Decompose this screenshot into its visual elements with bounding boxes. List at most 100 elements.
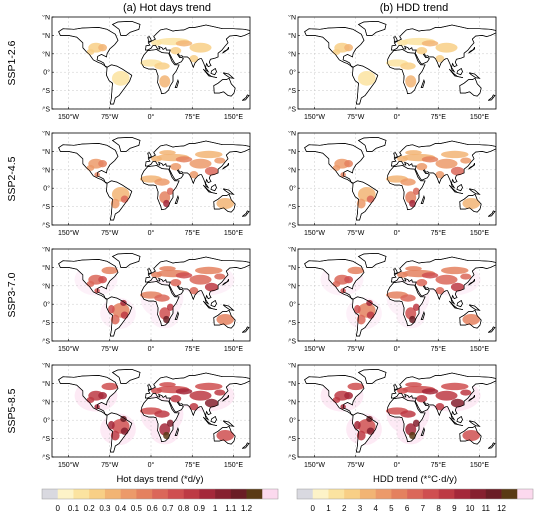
scenario-label: SSP1-2.6 <box>6 40 18 86</box>
colorbar-tick-label: 3 <box>358 504 363 513</box>
colorbar-tick-label: 0.9 <box>194 504 206 513</box>
colorbar-tick-label: 0 <box>56 504 61 513</box>
colorbar-tick-label: 0.1 <box>68 504 80 513</box>
hot-days-colorbar-title: Hot days trend (*d/y) <box>116 474 204 485</box>
lat-tick-label: 0° <box>289 301 296 309</box>
colorbar-tick-label: 9 <box>452 504 457 513</box>
colorbar-swatch <box>344 489 361 499</box>
colorbar-tick-label: 5 <box>389 504 394 513</box>
colorbar-tick-label: 1 <box>326 504 331 513</box>
lon-tick-label: 75°E <box>431 229 447 237</box>
hdd-colorbar-title: HDD trend (*°C·d/y) <box>372 474 458 485</box>
colorbar-tick-label: 8 <box>436 504 441 513</box>
lat-tick-label: 0° <box>43 69 50 77</box>
colorbar-swatch <box>246 489 263 499</box>
lat-tick-label: 60°N <box>288 264 296 272</box>
lon-tick-label: 75°E <box>431 345 447 353</box>
colorbar-tick-label: 2 <box>342 504 347 513</box>
lat-tick-label: 90°N <box>42 15 50 22</box>
colorbar-tick-label: 1.1 <box>225 504 237 513</box>
colorbar-swatch <box>104 489 121 499</box>
lat-tick-label: 60°N <box>42 148 50 156</box>
colorbar-swatch <box>152 489 169 499</box>
lat-tick-label: 60°N <box>288 380 296 388</box>
map-panel-b-2: 90°N 60°N 30°N 0° 30°S 60°S 150°W 75°W 0° 75°E 150… <box>288 131 497 237</box>
lat-tick-label: 30°N <box>288 282 296 290</box>
lon-tick-label: 0° <box>394 345 401 353</box>
lat-tick-label: 30°N <box>42 282 50 290</box>
lat-tick-label: 30°N <box>42 50 50 58</box>
lon-tick-label: 0° <box>148 345 155 353</box>
colorbar-swatch <box>89 489 106 499</box>
lon-tick-label: 150°W <box>304 229 325 237</box>
lon-tick-label: 0° <box>148 229 155 237</box>
lat-tick-label: 30°N <box>42 166 50 174</box>
colorbar-swatch <box>73 489 90 499</box>
lon-tick-label: 150°W <box>58 113 79 121</box>
colorbar-swatch <box>422 489 439 499</box>
colorbar-tick-label: 0.2 <box>84 504 96 513</box>
lat-tick-label: 30°S <box>288 87 296 95</box>
colorbar-swatch <box>391 489 408 499</box>
lat-tick-label: 60°S <box>42 106 50 114</box>
lat-tick-label: 30°S <box>42 435 50 443</box>
colorbar-swatch <box>359 489 376 499</box>
lat-tick-label: 90°N <box>42 247 50 254</box>
lon-tick-label: 150°E <box>470 113 489 121</box>
lat-tick-label: 90°N <box>288 131 296 138</box>
lat-tick-label: 60°S <box>288 454 296 462</box>
colorbar-swatch <box>454 489 471 499</box>
lon-tick-label: 150°E <box>224 113 243 121</box>
lat-tick-label: 0° <box>289 185 296 193</box>
lat-tick-label: 90°N <box>288 363 296 370</box>
map-panel-a-3: 90°N 60°N 30°N 0° 30°S 60°S 150°W 75°W 0° 75°E 150… <box>42 247 251 353</box>
lon-tick-label: 75°W <box>347 461 365 469</box>
lon-tick-label: 75°E <box>185 345 201 353</box>
map-panel-a-2: 90°N 60°N 30°N 0° 30°S 60°S 150°W 75°W 0° 75°E 150… <box>42 131 251 237</box>
lon-tick-label: 150°E <box>470 461 489 469</box>
colorbar-swatch <box>517 489 534 499</box>
lat-tick-label: 60°S <box>288 338 296 346</box>
colorbar-swatch <box>183 489 200 499</box>
lon-tick-label: 75°E <box>431 461 447 469</box>
lon-tick-label: 150°W <box>58 461 79 469</box>
lon-tick-label: 0° <box>148 461 155 469</box>
colorbar-tick-label: 0 <box>311 504 316 513</box>
colorbar-swatch <box>136 489 153 499</box>
lon-tick-label: 75°W <box>101 113 119 121</box>
lat-tick-label: 60°N <box>42 380 50 388</box>
lon-tick-label: 150°W <box>304 461 325 469</box>
colorbar-swatch <box>57 489 74 499</box>
colorbar-tick-label: 0.6 <box>147 504 159 513</box>
colorbar-swatch <box>42 489 59 499</box>
colorbar-swatch <box>215 489 232 499</box>
lon-tick-label: 150°W <box>304 345 325 353</box>
colorbar-tick-label: 10 <box>466 504 475 513</box>
colorbar-swatch <box>470 489 487 499</box>
colorbar-swatch <box>485 489 502 499</box>
lat-tick-label: 30°S <box>288 203 296 211</box>
lat-tick-label: 60°S <box>42 338 50 346</box>
lat-tick-label: 0° <box>289 69 296 77</box>
lon-tick-label: 150°W <box>304 113 325 121</box>
colorbar-swatch <box>312 489 329 499</box>
lon-tick-label: 75°W <box>347 113 365 121</box>
colorbar-swatch <box>167 489 184 499</box>
colorbar-tick-label: 1.2 <box>241 504 253 513</box>
colorbar-swatch <box>120 489 137 499</box>
map-panel-a-4: 90°N 60°N 30°N 0° 30°S 60°S 150°W 75°W 0° 75°E 150… <box>42 363 251 469</box>
colorbar-tick-label: 0.3 <box>99 504 111 513</box>
colorbar-swatch <box>262 489 279 499</box>
lon-tick-label: 0° <box>394 113 401 121</box>
lat-tick-label: 0° <box>43 417 50 425</box>
lat-tick-label: 30°S <box>42 319 50 327</box>
colorbar-tick-label: 6 <box>405 504 410 513</box>
lon-tick-label: 75°W <box>101 345 119 353</box>
panel-b-title: (b) HDD trend <box>379 2 449 14</box>
hot-days-colorbar: 0 0.1 0.2 0.3 0.4 0.5 0.6 0.7 0.8 0.9 1 1.1 1.2 <box>41 488 279 513</box>
lat-tick-label: 60°N <box>42 32 50 40</box>
lon-tick-label: 150°W <box>58 345 79 353</box>
map-panel-b-1: 90°N 60°N 30°N 0° 30°S 60°S 150°W 75°W 0° 75°E 150… <box>288 15 497 121</box>
lon-tick-label: 150°E <box>224 229 243 237</box>
lat-tick-label: 0° <box>289 417 296 425</box>
